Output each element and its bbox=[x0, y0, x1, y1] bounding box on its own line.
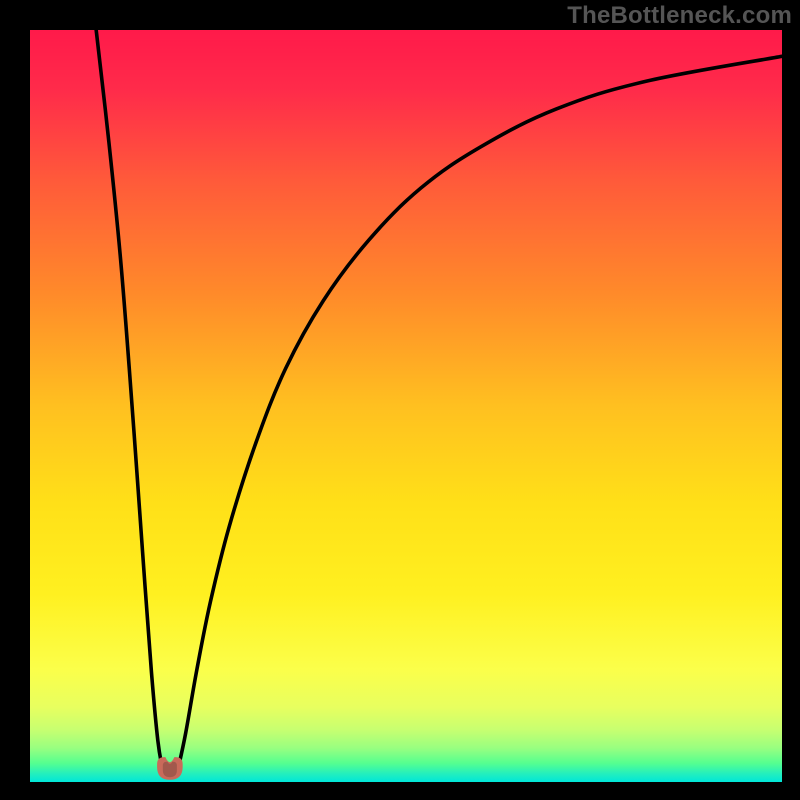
curve-right bbox=[178, 56, 782, 768]
curves-layer bbox=[30, 30, 782, 782]
plot-area bbox=[30, 30, 782, 782]
watermark-text: TheBottleneck.com bbox=[567, 2, 792, 30]
curve-left bbox=[96, 30, 162, 768]
chart-container: TheBottleneck.com bbox=[0, 0, 800, 800]
valley-marker-inner bbox=[163, 762, 177, 777]
